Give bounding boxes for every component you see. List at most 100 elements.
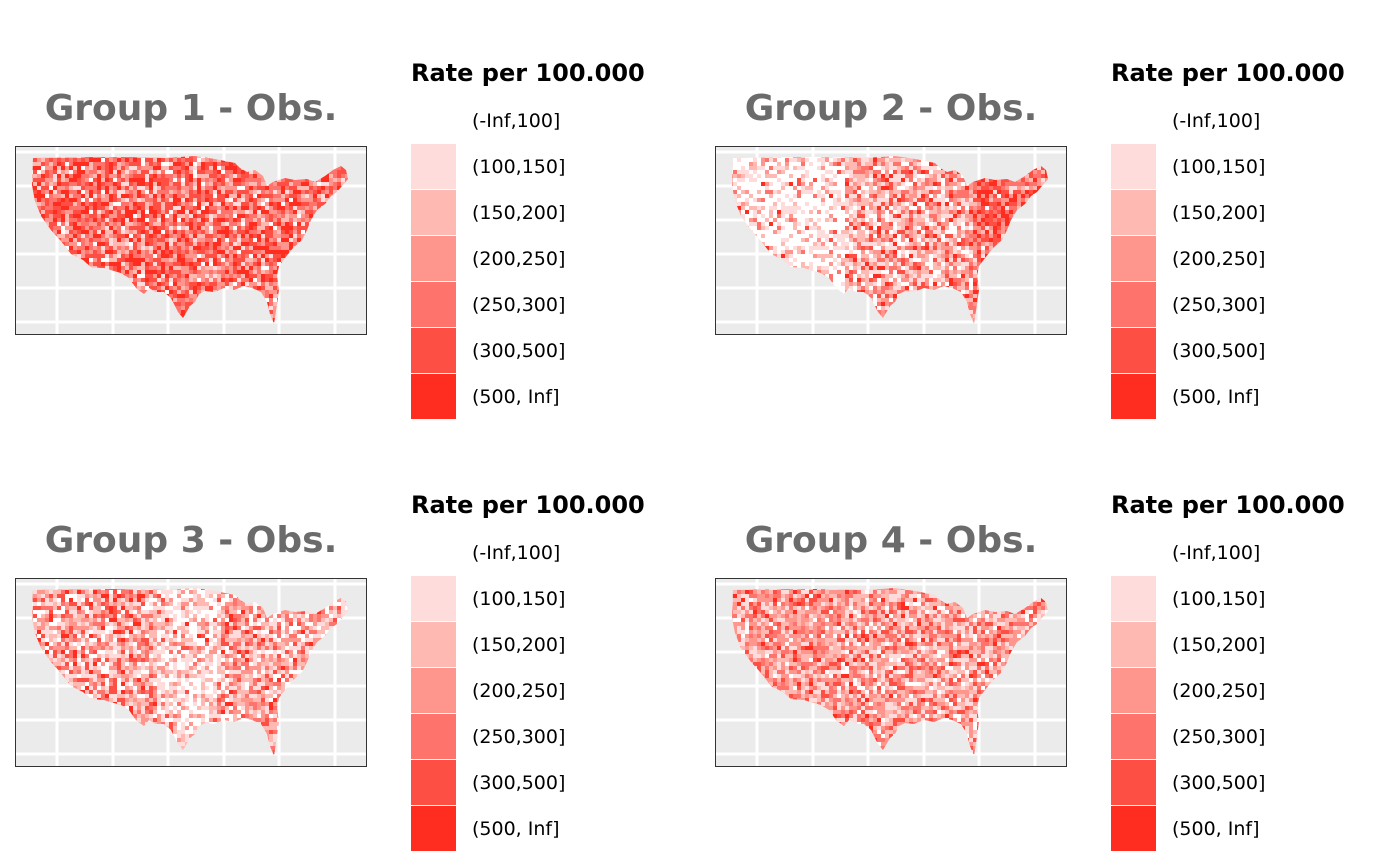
legend-label: (500, Inf] — [1172, 818, 1260, 840]
legend-label: (250,300] — [472, 294, 566, 316]
legend-swatch — [411, 806, 456, 851]
map-svg — [15, 578, 367, 767]
legend-title: Rate per 100.000 — [411, 491, 645, 519]
map-title: Group 4 - Obs. — [744, 520, 1038, 561]
legend-item: (300,500] — [1111, 328, 1345, 374]
legend-item: (-Inf,100] — [411, 530, 645, 576]
map-border — [715, 146, 1067, 335]
map-title: Group 3 - Obs. — [44, 520, 338, 561]
legend-swatch — [1111, 668, 1156, 713]
legend-item: (500, Inf] — [411, 806, 645, 852]
legend-swatch — [411, 282, 456, 327]
legend: Rate per 100.000 (-Inf,100] (100,150] (1… — [1111, 490, 1345, 852]
legend-label: (150,200] — [1172, 634, 1266, 656]
legend-swatch — [411, 236, 456, 281]
map-panel-3: Group 3 - Obs. Rate per 100.000 (-Inf,10… — [0, 432, 700, 864]
legend-label: (150,200] — [472, 202, 566, 224]
legend-swatch — [1111, 622, 1156, 667]
map-svg — [15, 146, 367, 335]
legend-swatch — [1111, 282, 1156, 327]
legend-label: (100,150] — [1172, 156, 1266, 178]
legend-title: Rate per 100.000 — [1111, 59, 1345, 87]
map-panel-1: Group 1 - Obs. Rate per 100.000 (-Inf,10… — [0, 0, 700, 432]
map-svg — [715, 146, 1067, 335]
legend-swatch — [1111, 760, 1156, 805]
legend-item: (500, Inf] — [1111, 374, 1345, 420]
legend-label: (500, Inf] — [472, 386, 560, 408]
legend-label: (250,300] — [1172, 294, 1266, 316]
legend-item: (200,250] — [1111, 668, 1345, 714]
map-panel-2: Group 2 - Obs. Rate per 100.000 (-Inf,10… — [700, 0, 1400, 432]
legend-item: (100,150] — [411, 144, 645, 190]
legend-label: (300,500] — [1172, 340, 1266, 362]
legend-item: (300,500] — [411, 328, 645, 374]
map-border — [15, 146, 367, 335]
legend-swatch — [1111, 576, 1156, 621]
legend-swatch — [411, 760, 456, 805]
legend-label: (300,500] — [472, 772, 566, 794]
legend-label: (500, Inf] — [472, 818, 560, 840]
legend-swatch — [411, 622, 456, 667]
legend-swatch — [411, 328, 456, 373]
legend-swatch — [411, 144, 456, 189]
choropleth-map — [715, 578, 1067, 767]
legend-item: (200,250] — [1111, 236, 1345, 282]
legend-swatch — [1111, 98, 1156, 143]
legend-swatch — [1111, 190, 1156, 235]
legend-item: (500, Inf] — [1111, 806, 1345, 852]
legend-item: (-Inf,100] — [1111, 530, 1345, 576]
legend-swatch — [1111, 328, 1156, 373]
legend-item: (150,200] — [411, 622, 645, 668]
legend-label: (300,500] — [472, 340, 566, 362]
legend-swatch — [411, 98, 456, 143]
legend-label: (200,250] — [1172, 680, 1266, 702]
legend-label: (-Inf,100] — [1172, 542, 1261, 564]
legend-swatch — [1111, 806, 1156, 851]
legend-item: (100,150] — [1111, 576, 1345, 622]
legend-label: (150,200] — [472, 634, 566, 656]
legend-swatch — [1111, 236, 1156, 281]
legend: Rate per 100.000 (-Inf,100] (100,150] (1… — [411, 490, 645, 852]
legend-label: (200,250] — [472, 248, 566, 270]
legend-label: (500, Inf] — [1172, 386, 1260, 408]
map-title: Group 1 - Obs. — [44, 88, 338, 129]
legend-label: (100,150] — [472, 588, 566, 610]
legend-item: (250,300] — [411, 282, 645, 328]
legend: Rate per 100.000 (-Inf,100] (100,150] (1… — [411, 58, 645, 420]
legend-title: Rate per 100.000 — [1111, 491, 1345, 519]
legend-label: (-Inf,100] — [472, 110, 561, 132]
map-title: Group 2 - Obs. — [744, 88, 1038, 129]
legend-swatch — [411, 530, 456, 575]
legend-swatch — [1111, 530, 1156, 575]
legend-swatch — [411, 576, 456, 621]
legend-swatch — [411, 190, 456, 235]
choropleth-map — [715, 146, 1067, 335]
legend-label: (300,500] — [1172, 772, 1266, 794]
legend-item: (150,200] — [1111, 190, 1345, 236]
legend-item: (200,250] — [411, 236, 645, 282]
legend-item: (100,150] — [1111, 144, 1345, 190]
legend-label: (-Inf,100] — [1172, 110, 1261, 132]
legend-label: (-Inf,100] — [472, 542, 561, 564]
map-border — [715, 578, 1067, 767]
legend-label: (200,250] — [1172, 248, 1266, 270]
legend-item: (-Inf,100] — [1111, 98, 1345, 144]
choropleth-map — [15, 146, 367, 335]
legend-item: (250,300] — [411, 714, 645, 760]
legend-label: (250,300] — [1172, 726, 1266, 748]
legend-swatch — [1111, 144, 1156, 189]
legend-item: (150,200] — [411, 190, 645, 236]
legend: Rate per 100.000 (-Inf,100] (100,150] (1… — [1111, 58, 1345, 420]
legend-swatch — [411, 668, 456, 713]
legend-swatch — [1111, 374, 1156, 419]
legend-swatch — [411, 714, 456, 759]
legend-label: (100,150] — [1172, 588, 1266, 610]
legend-item: (250,300] — [1111, 714, 1345, 760]
legend-label: (200,250] — [472, 680, 566, 702]
legend-label: (150,200] — [1172, 202, 1266, 224]
legend-label: (100,150] — [472, 156, 566, 178]
legend-item: (300,500] — [411, 760, 645, 806]
legend-item: (250,300] — [1111, 282, 1345, 328]
legend-item: (500, Inf] — [411, 374, 645, 420]
legend-label: (250,300] — [472, 726, 566, 748]
